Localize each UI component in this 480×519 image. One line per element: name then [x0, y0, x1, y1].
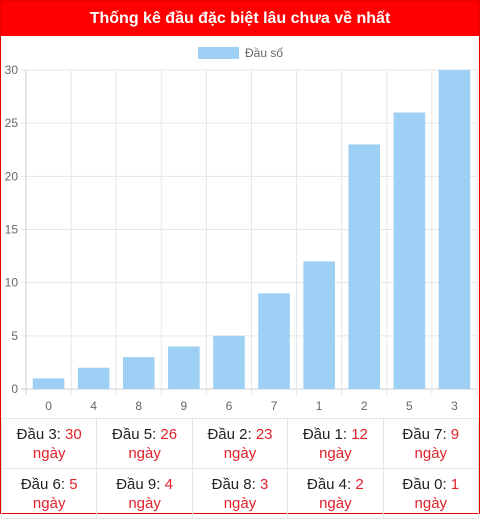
stat-cell: Đầu 0: 1 ngày: [382, 468, 480, 519]
bar-dau-1[interactable]: [303, 261, 335, 389]
bars: [32, 70, 471, 390]
stat-unit: ngày: [32, 444, 66, 462]
bar-dau-5[interactable]: [393, 112, 426, 390]
y-tick-label: 15: [5, 223, 19, 237]
x-tick-label: 2: [361, 399, 368, 413]
bar-dau-6[interactable]: [213, 335, 245, 389]
stat-unit: ngày: [319, 444, 352, 462]
stat-value: 12: [351, 425, 368, 443]
gridlines: [21, 69, 478, 395]
stat-value: 4: [164, 475, 173, 493]
stat-value: 23: [255, 425, 273, 443]
stat-value: 5: [69, 475, 78, 493]
stats-row: Đầu 6: 5 ngày Đầu 9: 4 ngày Đầu 8: 3 ngày Đầu …: [0, 468, 480, 519]
stat-cell: Đầu 9: 4 ngày: [96, 468, 193, 519]
stat-label: Đầu 4:: [307, 475, 356, 493]
stats-table: Đầu 3: 30 ngày Đầu 5: 26 ngày Đầu 2: 23 ngày Đ…: [0, 418, 480, 519]
stat-label: Đầu 0:: [402, 475, 451, 493]
stat-unit: ngày: [128, 444, 161, 462]
x-tick-label: 4: [90, 399, 97, 413]
stat-value: 26: [160, 425, 178, 443]
legend-label: Đầu số: [245, 46, 283, 60]
bar-dau-7[interactable]: [258, 293, 290, 389]
y-tick-label: 25: [5, 116, 19, 130]
stat-cell: Đầu 7: 9 ngày: [382, 418, 480, 469]
stat-label: Đầu 6:: [20, 475, 70, 493]
stat-label: Đầu 5:: [112, 425, 161, 443]
x-tick-label: 8: [135, 399, 142, 413]
stat-cell: Đầu 1: 12 ngày: [287, 418, 384, 469]
stat-value: 9: [450, 425, 460, 443]
stat-cell: Đầu 6: 5 ngày: [0, 468, 98, 519]
x-tick-label: 5: [406, 399, 413, 413]
y-tick-label: 5: [11, 329, 18, 343]
stat-cell: Đầu 5: 26 ngày: [96, 418, 193, 469]
stat-label: Đầu 3:: [16, 425, 66, 443]
stat-cell: Đầu 8: 3 ngày: [191, 468, 289, 519]
x-axis: 0 4 8 9 6 7 1 2 5 3: [45, 399, 458, 413]
stat-label: Đầu 2:: [207, 425, 256, 443]
bar-dau-4[interactable]: [77, 367, 110, 389]
stat-unit: ngày: [223, 444, 257, 462]
stats-row: Đầu 3: 30 ngày Đầu 5: 26 ngày Đầu 2: 23 ngày Đ…: [0, 418, 480, 469]
stat-unit: ngày: [414, 444, 448, 462]
bar-dau-8[interactable]: [122, 357, 155, 389]
stat-label: Đầu 1:: [302, 425, 352, 443]
stat-label: Đầu 7:: [402, 425, 451, 443]
stat-value: 2: [355, 475, 364, 493]
stat-cell: Đầu 4: 2 ngày: [287, 468, 384, 519]
y-axis: 0 5 10 15 20 25 30: [5, 63, 19, 396]
stat-value: 30: [65, 425, 82, 443]
x-tick-label: 7: [271, 399, 278, 413]
stat-label: Đầu 8:: [211, 475, 260, 493]
bar-dau-3[interactable]: [438, 70, 471, 389]
legend-swatch: [198, 47, 239, 59]
page-title: Thống kê đầu đặc biệt lâu chưa về nhất: [1, 1, 479, 36]
x-tick-label: 9: [181, 399, 188, 413]
stat-unit: ngày: [319, 494, 352, 512]
stat-unit: ngày: [414, 494, 448, 512]
stat-value: 3: [259, 475, 269, 493]
y-tick-label: 30: [5, 63, 19, 77]
x-tick-label: 0: [45, 399, 52, 413]
stat-unit: ngày: [32, 494, 66, 512]
stat-cell: Đầu 2: 23 ngày: [191, 418, 289, 469]
bar-dau-2[interactable]: [348, 144, 381, 389]
y-tick-label: 10: [5, 276, 19, 290]
bar-dau-0[interactable]: [32, 378, 65, 389]
chart-legend[interactable]: Đầu số: [198, 46, 283, 60]
stat-unit: ngày: [128, 494, 161, 512]
y-tick-label: 20: [5, 169, 19, 183]
stat-cell: Đầu 3: 30 ngày: [0, 418, 98, 469]
x-tick-label: 1: [316, 399, 323, 413]
bar-dau-9[interactable]: [168, 346, 200, 389]
y-tick-label: 0: [11, 382, 18, 396]
x-tick-label: 3: [451, 399, 458, 413]
stat-label: Đầu 9:: [116, 475, 165, 493]
stat-value: 1: [450, 475, 460, 493]
x-tick-label: 6: [226, 399, 233, 413]
stat-unit: ngày: [223, 494, 257, 512]
